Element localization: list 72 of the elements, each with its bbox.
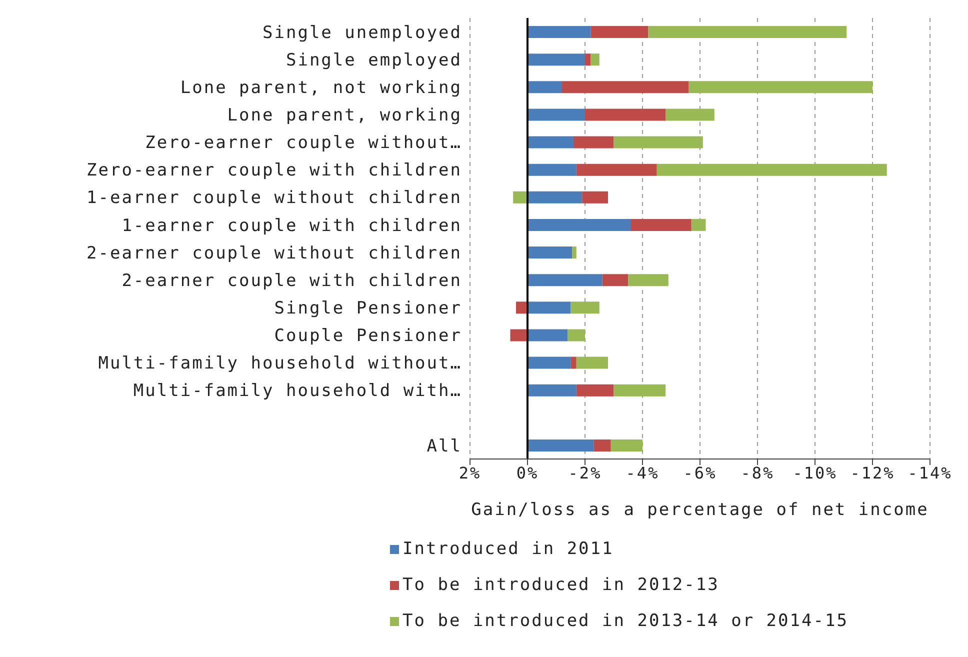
bar [574, 136, 614, 148]
bar [590, 54, 600, 66]
y-tick-label: 1-earner couple without children [86, 188, 462, 208]
x-tick-label: -10% [792, 463, 838, 482]
bar [648, 26, 847, 38]
bar [572, 246, 576, 258]
bar [528, 81, 562, 94]
bar [614, 384, 666, 396]
y-tick-label: Multi-family household without… [98, 354, 462, 374]
bar [570, 356, 576, 369]
bar [528, 356, 571, 369]
x-tick-label: -2% [568, 463, 602, 482]
bar [576, 384, 614, 396]
x-tick-label: 0% [516, 463, 539, 482]
bar [576, 356, 608, 369]
bar [528, 274, 602, 286]
y-tick-label: All [426, 436, 462, 456]
y-tick-label: Zero-earner couple with children [86, 160, 462, 181]
bar [528, 384, 576, 396]
bar [516, 302, 528, 314]
bar [562, 81, 688, 94]
bar [576, 164, 657, 176]
bar [614, 136, 703, 148]
bar [631, 218, 692, 231]
y-tick-label: Zero-earner couple without… [145, 133, 462, 154]
bar [688, 81, 872, 94]
y-tick-label: Multi-family household with… [133, 381, 462, 402]
x-tick-label: 2% [458, 463, 482, 482]
bar [528, 26, 591, 38]
bar [528, 191, 582, 204]
bar [528, 218, 631, 231]
bar [628, 274, 668, 286]
bar [666, 108, 714, 121]
legend-label: Introduced in 2011 [402, 539, 614, 559]
y-tick-label: 2-earner couple without children [86, 243, 462, 264]
bar [510, 329, 528, 342]
y-tick-label: 2-earner couple with children [122, 270, 462, 291]
y-tick-label: Lone parent, not working [180, 78, 462, 98]
bar [570, 302, 600, 314]
bar [528, 108, 585, 121]
bar [691, 218, 706, 231]
bar [585, 54, 591, 66]
bar [594, 439, 611, 452]
bar [528, 439, 594, 452]
bar [582, 191, 608, 204]
y-tick-label: Single unemployed [262, 22, 462, 43]
bar [602, 274, 628, 286]
bar [528, 302, 571, 314]
bar [528, 54, 585, 66]
legend-label: To be introduced in 2012-13 [402, 575, 720, 595]
x-tick-label: -12% [850, 463, 895, 482]
y-tick-label: 1-earner couple with children [122, 216, 462, 236]
legend-label: To be introduced in 2013-14 or 2014-15 [402, 611, 848, 631]
y-tick-label: Single Pensioner [274, 298, 462, 318]
x-axis-title: Gain/loss as a percentage of net income [471, 500, 929, 520]
bar [610, 439, 642, 452]
bar [528, 136, 574, 148]
x-tick-label: -14% [908, 463, 952, 482]
x-tick-label: -6% [683, 463, 717, 482]
bar [568, 329, 585, 342]
bar [585, 108, 666, 121]
bar [656, 164, 887, 176]
bar [513, 191, 528, 204]
bar [528, 164, 576, 176]
y-tick-label: Single employed [286, 50, 462, 70]
x-tick-label: -8% [740, 463, 774, 482]
bar [528, 246, 572, 258]
bar [528, 329, 568, 342]
y-tick-label: Couple Pensioner [274, 326, 462, 346]
y-tick-label: Lone parent, working [227, 106, 462, 126]
x-tick-label: -4% [626, 463, 660, 482]
bar [590, 26, 648, 38]
